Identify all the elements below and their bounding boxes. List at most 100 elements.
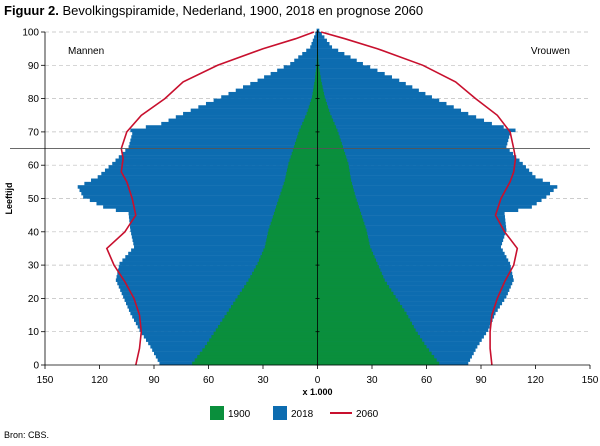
bar-2018-men bbox=[116, 275, 318, 279]
bar-2018-women bbox=[317, 185, 558, 189]
bar-2018-women bbox=[317, 305, 500, 309]
bar-2018-women bbox=[317, 88, 419, 93]
bar-1900-men bbox=[257, 261, 318, 266]
bar-2018-women bbox=[317, 221, 506, 226]
bar-1900-men bbox=[266, 235, 318, 239]
bar-2018-men bbox=[117, 271, 318, 276]
bar-1900-women bbox=[317, 88, 324, 93]
bar-2018-women bbox=[317, 28, 320, 33]
bar-1900-men bbox=[299, 128, 318, 133]
bar-1900-men bbox=[282, 185, 318, 189]
bar-2018-men bbox=[235, 88, 318, 93]
bar-2018-women bbox=[317, 85, 413, 89]
bar-1900-women bbox=[317, 178, 352, 183]
bar-1900-women bbox=[317, 198, 357, 203]
y-tick-label: 20 bbox=[28, 294, 40, 305]
bar-1900-men bbox=[309, 101, 318, 106]
bar-2018-men bbox=[134, 245, 318, 249]
bar-2018-men bbox=[122, 258, 318, 262]
bar-1900-women bbox=[317, 225, 366, 229]
bar-1900-women bbox=[317, 141, 342, 146]
bar-1900-men bbox=[286, 171, 318, 176]
bar-1900-men bbox=[269, 225, 318, 229]
bar-1900-men bbox=[259, 258, 318, 262]
bar-1900-men bbox=[241, 288, 318, 292]
bar-1900-men bbox=[300, 125, 318, 129]
bar-2018-women bbox=[317, 48, 339, 53]
bar-1900-men bbox=[280, 191, 318, 196]
bar-2018-women bbox=[317, 278, 514, 282]
bar-2018-men bbox=[310, 45, 318, 49]
bar-1900-men bbox=[308, 105, 318, 109]
bar-2018-women bbox=[317, 271, 513, 276]
bar-1900-men bbox=[268, 228, 318, 232]
bar-2018-men bbox=[91, 178, 318, 183]
bar-1900-women bbox=[317, 351, 432, 356]
bar-1900-women bbox=[317, 311, 407, 316]
bar-2018-women bbox=[317, 98, 440, 103]
bar-1900-women bbox=[317, 338, 423, 342]
bar-2018-women bbox=[317, 228, 507, 232]
bar-1900-men bbox=[228, 308, 318, 312]
bar-2018-men bbox=[306, 48, 318, 53]
bar-2018-women bbox=[317, 121, 492, 126]
bar-2018-women bbox=[317, 55, 351, 59]
bar-2018-men bbox=[190, 108, 318, 113]
bar-1900-men bbox=[192, 361, 318, 366]
bar-2018-women bbox=[317, 308, 498, 312]
x-tick-label: 90 bbox=[148, 375, 160, 386]
bar-1900-women bbox=[317, 65, 320, 69]
bar-1900-men bbox=[292, 148, 318, 153]
bar-1900-men bbox=[281, 188, 318, 193]
bar-1900-men bbox=[271, 218, 318, 223]
bar-2018-women bbox=[317, 51, 345, 56]
bar-2018-women bbox=[317, 235, 505, 239]
bar-1900-men bbox=[287, 165, 318, 169]
bar-1900-women bbox=[317, 298, 398, 302]
bar-1900-women bbox=[317, 185, 353, 189]
bar-1900-women bbox=[317, 211, 362, 216]
bar-2018-men bbox=[315, 32, 318, 36]
legend-swatch-2018 bbox=[273, 406, 287, 420]
x-tick-label: 120 bbox=[91, 375, 108, 386]
bar-1900-women bbox=[317, 215, 363, 219]
bar-1900-women bbox=[317, 151, 346, 156]
bar-2018-men bbox=[168, 118, 318, 123]
y-tick-label: 0 bbox=[33, 361, 39, 372]
bar-1900-men bbox=[272, 215, 318, 219]
bar-1900-men bbox=[310, 98, 318, 103]
bar-2018-men bbox=[118, 268, 318, 272]
bar-2018-men bbox=[128, 215, 318, 219]
bar-2018-women bbox=[317, 115, 477, 119]
bar-1900-men bbox=[273, 211, 318, 216]
x-tick-label: 0 bbox=[315, 375, 321, 386]
bar-2018-men bbox=[103, 205, 318, 209]
bar-1900-men bbox=[277, 201, 318, 206]
legend-swatch-1900 bbox=[210, 406, 224, 420]
bar-2018-men bbox=[133, 241, 318, 246]
x-tick-label: 60 bbox=[421, 375, 433, 386]
bar-2018-women bbox=[317, 191, 551, 196]
bar-2018-men bbox=[243, 85, 318, 89]
bar-2018-women bbox=[317, 78, 400, 83]
bar-2018-women bbox=[317, 288, 510, 292]
bar-2018-men bbox=[128, 308, 318, 312]
bar-1900-women bbox=[317, 85, 323, 89]
bar-1900-women bbox=[317, 305, 403, 309]
bar-1900-men bbox=[293, 145, 318, 149]
bar-1900-women bbox=[317, 208, 361, 213]
bar-2018-women bbox=[317, 155, 517, 159]
bar-1900-men bbox=[246, 281, 318, 286]
bar-2018-men bbox=[205, 101, 318, 106]
bar-1900-women bbox=[317, 95, 325, 99]
bar-1900-men bbox=[314, 81, 318, 86]
bar-1900-women bbox=[317, 241, 370, 246]
bar-1900-women bbox=[317, 125, 337, 129]
bar-1900-women bbox=[317, 268, 381, 272]
bar-1900-men bbox=[291, 151, 318, 156]
bar-1900-women bbox=[317, 71, 321, 76]
bar-1900-women bbox=[317, 115, 332, 119]
bar-2018-men bbox=[119, 261, 318, 266]
bar-1900-men bbox=[199, 351, 318, 356]
bar-1900-men bbox=[285, 175, 318, 179]
